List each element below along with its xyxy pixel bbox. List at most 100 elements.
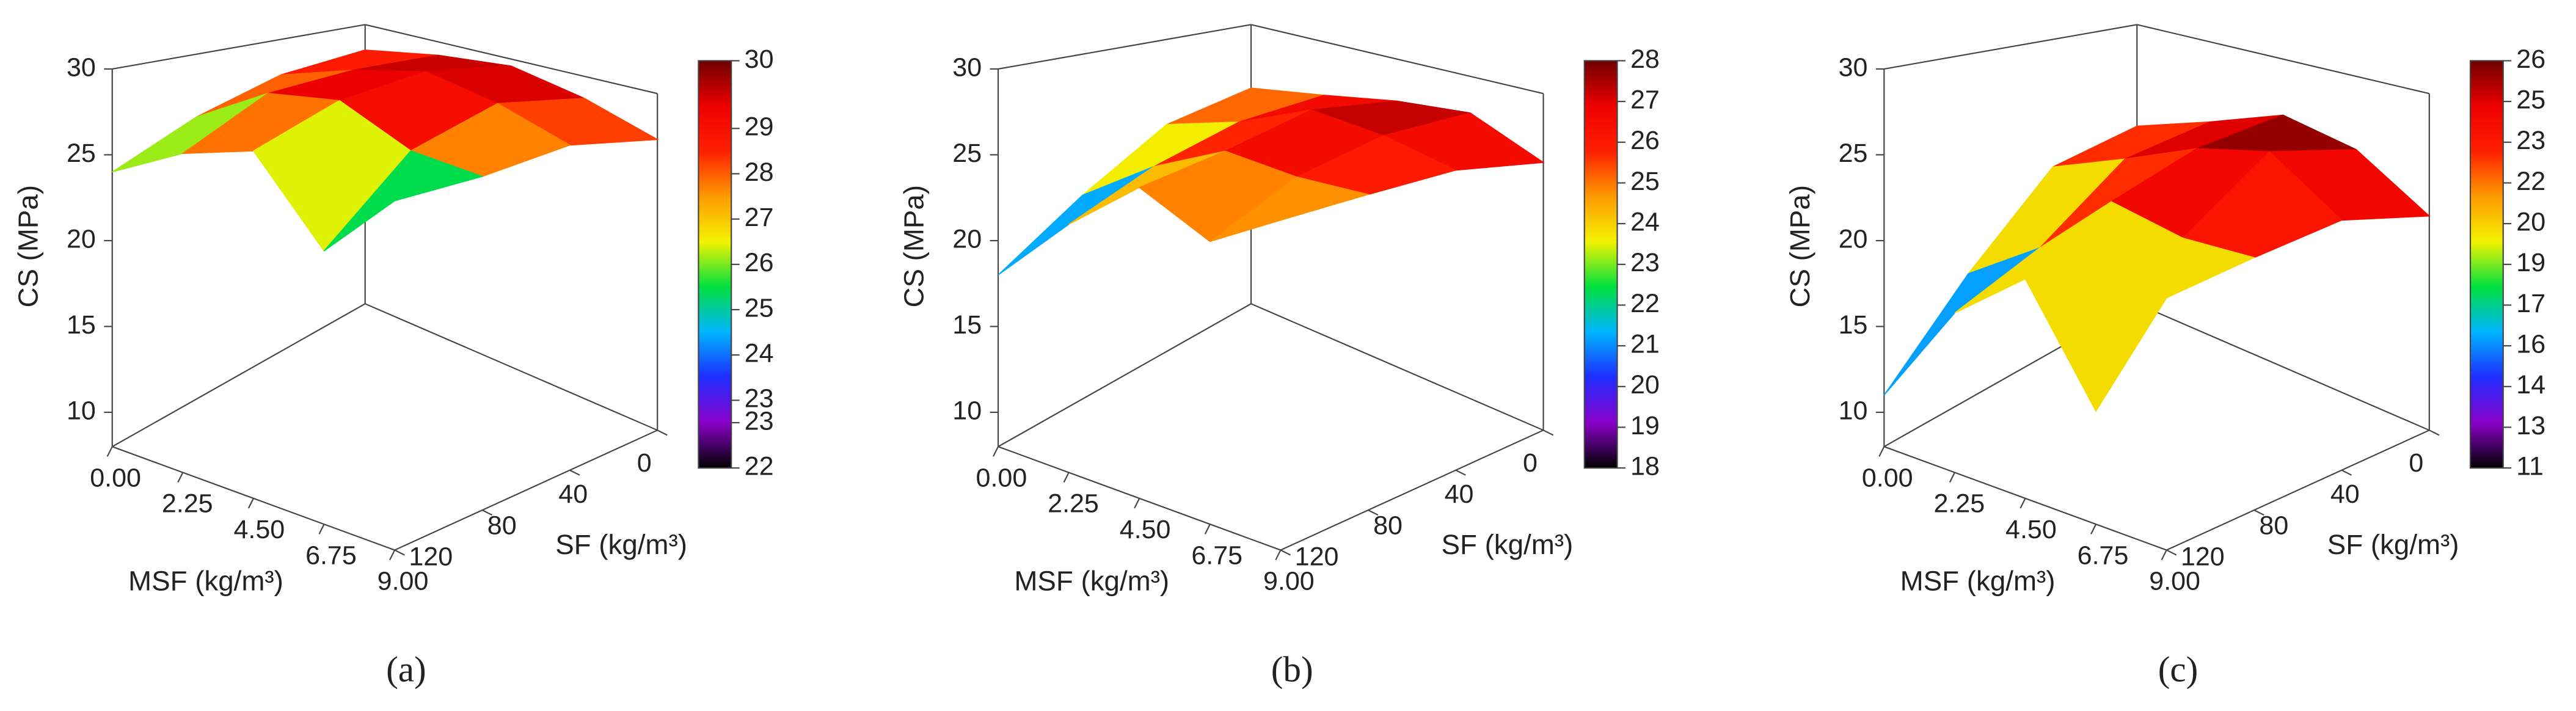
colorbar-tick-label: 22 xyxy=(2516,167,2545,196)
surface-patch xyxy=(2095,237,2256,412)
colorbar-tick-label: 22 xyxy=(1630,289,1660,318)
z-axis-title: CS (MPa) xyxy=(899,185,930,308)
colorbar-tick-label: 22 xyxy=(745,452,774,481)
x-tick-label: 6.75 xyxy=(305,541,357,570)
colorbar-tick-label: 30 xyxy=(745,45,774,74)
z-tick-label: 15 xyxy=(67,310,96,340)
x-tick-label: 6.75 xyxy=(1191,541,1242,570)
x-tick-label: 9.00 xyxy=(378,567,429,596)
colorbar xyxy=(1583,60,1618,469)
colorbar-tick-label: 13 xyxy=(2516,411,2545,440)
y-tick-label: 80 xyxy=(1373,511,1403,540)
z-tick-label: 10 xyxy=(952,396,982,425)
y-tick-label: 120 xyxy=(2181,542,2225,571)
colorbar-tick-label: 24 xyxy=(1630,207,1660,236)
y-tick xyxy=(2429,429,2440,436)
x-tick xyxy=(1204,523,1211,534)
y-tick xyxy=(2166,549,2177,556)
z-tick-label: 20 xyxy=(952,224,982,253)
colorbar xyxy=(698,60,732,469)
colorbar-tick-label: 28 xyxy=(745,158,774,187)
colorbar xyxy=(2469,60,2504,469)
z-tick-label: 20 xyxy=(67,224,96,253)
z-tick-label: 25 xyxy=(1839,139,1868,168)
axis-line xyxy=(998,24,1252,70)
surface-patch xyxy=(1210,176,1370,242)
colorbar-tick-label: 25 xyxy=(1630,167,1660,196)
x-tick xyxy=(1878,446,1885,457)
y-tick-label: 40 xyxy=(2330,479,2360,509)
axis-line xyxy=(998,303,1252,448)
colorbar-tick-label: 26 xyxy=(1630,126,1660,155)
axis-line xyxy=(2166,429,2430,551)
axis-line xyxy=(1884,24,2137,70)
y-tick-label: 0 xyxy=(637,448,652,478)
y-axis-title: SF (kg/m³) xyxy=(1442,529,1574,560)
x-tick xyxy=(2090,523,2097,534)
axis-line xyxy=(1250,303,1544,431)
x-tick-label: 4.50 xyxy=(2005,515,2057,544)
colorbar-tick-label: 28 xyxy=(1630,45,1660,74)
z-tick-label: 25 xyxy=(952,139,982,168)
y-tick-label: 0 xyxy=(2409,448,2423,478)
panel: 10 15 20 25 30 0.00 2.25 4.50 6.75 9.00 0 40 80 120 MS… xyxy=(899,24,1660,690)
caption: (a) xyxy=(386,649,426,690)
y-tick xyxy=(481,509,493,516)
y-tick xyxy=(2341,469,2352,476)
x-tick-label: 9.00 xyxy=(1263,567,1315,596)
colorbar-tick-label: 25 xyxy=(2516,85,2545,114)
x-tick xyxy=(2161,550,2167,561)
colorbar-tick-label: 27 xyxy=(745,203,774,232)
y-tick xyxy=(1280,549,1291,556)
y-axis-title: SF (kg/m³) xyxy=(2327,529,2459,560)
surface-patch xyxy=(323,150,484,252)
y-tick xyxy=(394,549,405,556)
x-tick xyxy=(318,523,325,534)
axis-line xyxy=(1280,429,1544,551)
x-axis-title: MSF (kg/m³) xyxy=(1900,565,2056,596)
x-tick-label: 9.00 xyxy=(2149,567,2200,596)
axis-line xyxy=(2136,303,2430,431)
x-tick xyxy=(389,550,396,561)
y-tick xyxy=(657,429,668,436)
y-tick-label: 120 xyxy=(409,542,453,571)
z-tick-label: 30 xyxy=(952,53,982,82)
colorbar-tick-label: 23 xyxy=(2516,126,2545,155)
y-tick-label: 40 xyxy=(1445,479,1474,509)
z-tick-label: 15 xyxy=(952,310,982,340)
colorbar-tick-label: 23 xyxy=(745,384,774,414)
z-tick-label: 10 xyxy=(1839,396,1868,425)
panel: 10 15 20 25 30 0.00 2.25 4.50 6.75 9.00 0 40 80 120 MS… xyxy=(1784,24,2545,690)
z-tick-label: 25 xyxy=(67,139,96,168)
colorbar-tick-label: 26 xyxy=(2516,45,2545,74)
y-tick xyxy=(2253,509,2264,516)
y-tick xyxy=(569,469,580,476)
z-tick-label: 30 xyxy=(1839,53,1868,82)
y-tick-label: 120 xyxy=(1295,542,1339,571)
x-tick-label: 4.50 xyxy=(1120,515,1171,544)
x-tick xyxy=(2020,498,2026,509)
y-tick-label: 80 xyxy=(487,511,517,540)
x-axis-title: MSF (kg/m³) xyxy=(1014,565,1169,596)
z-axis-title: CS (MPa) xyxy=(12,185,43,308)
x-tick-label: 2.25 xyxy=(1933,489,1985,519)
x-tick-label: 0.00 xyxy=(1862,463,1913,492)
y-tick-label: 0 xyxy=(1523,448,1538,478)
y-tick-label: 40 xyxy=(558,479,588,509)
z-tick-label: 30 xyxy=(67,53,96,82)
colorbar-tick-label: 14 xyxy=(2516,370,2545,399)
colorbar-tick-label: 23 xyxy=(745,406,774,436)
colorbar-tick-label: 16 xyxy=(2516,329,2545,359)
colorbar-tick-label: 24 xyxy=(745,338,774,368)
x-tick-label: 2.25 xyxy=(162,489,213,519)
colorbar-tick-label: 19 xyxy=(1630,411,1660,440)
colorbar-tick-label: 26 xyxy=(745,248,774,277)
x-tick xyxy=(993,446,999,457)
colorbar-tick-label: 23 xyxy=(1630,248,1660,277)
colorbar-tick-label: 21 xyxy=(1630,329,1660,359)
x-tick xyxy=(1134,498,1140,509)
x-tick xyxy=(1275,550,1282,561)
x-tick-label: 6.75 xyxy=(2078,541,2129,570)
caption: (b) xyxy=(1271,649,1313,690)
x-tick xyxy=(247,498,254,509)
